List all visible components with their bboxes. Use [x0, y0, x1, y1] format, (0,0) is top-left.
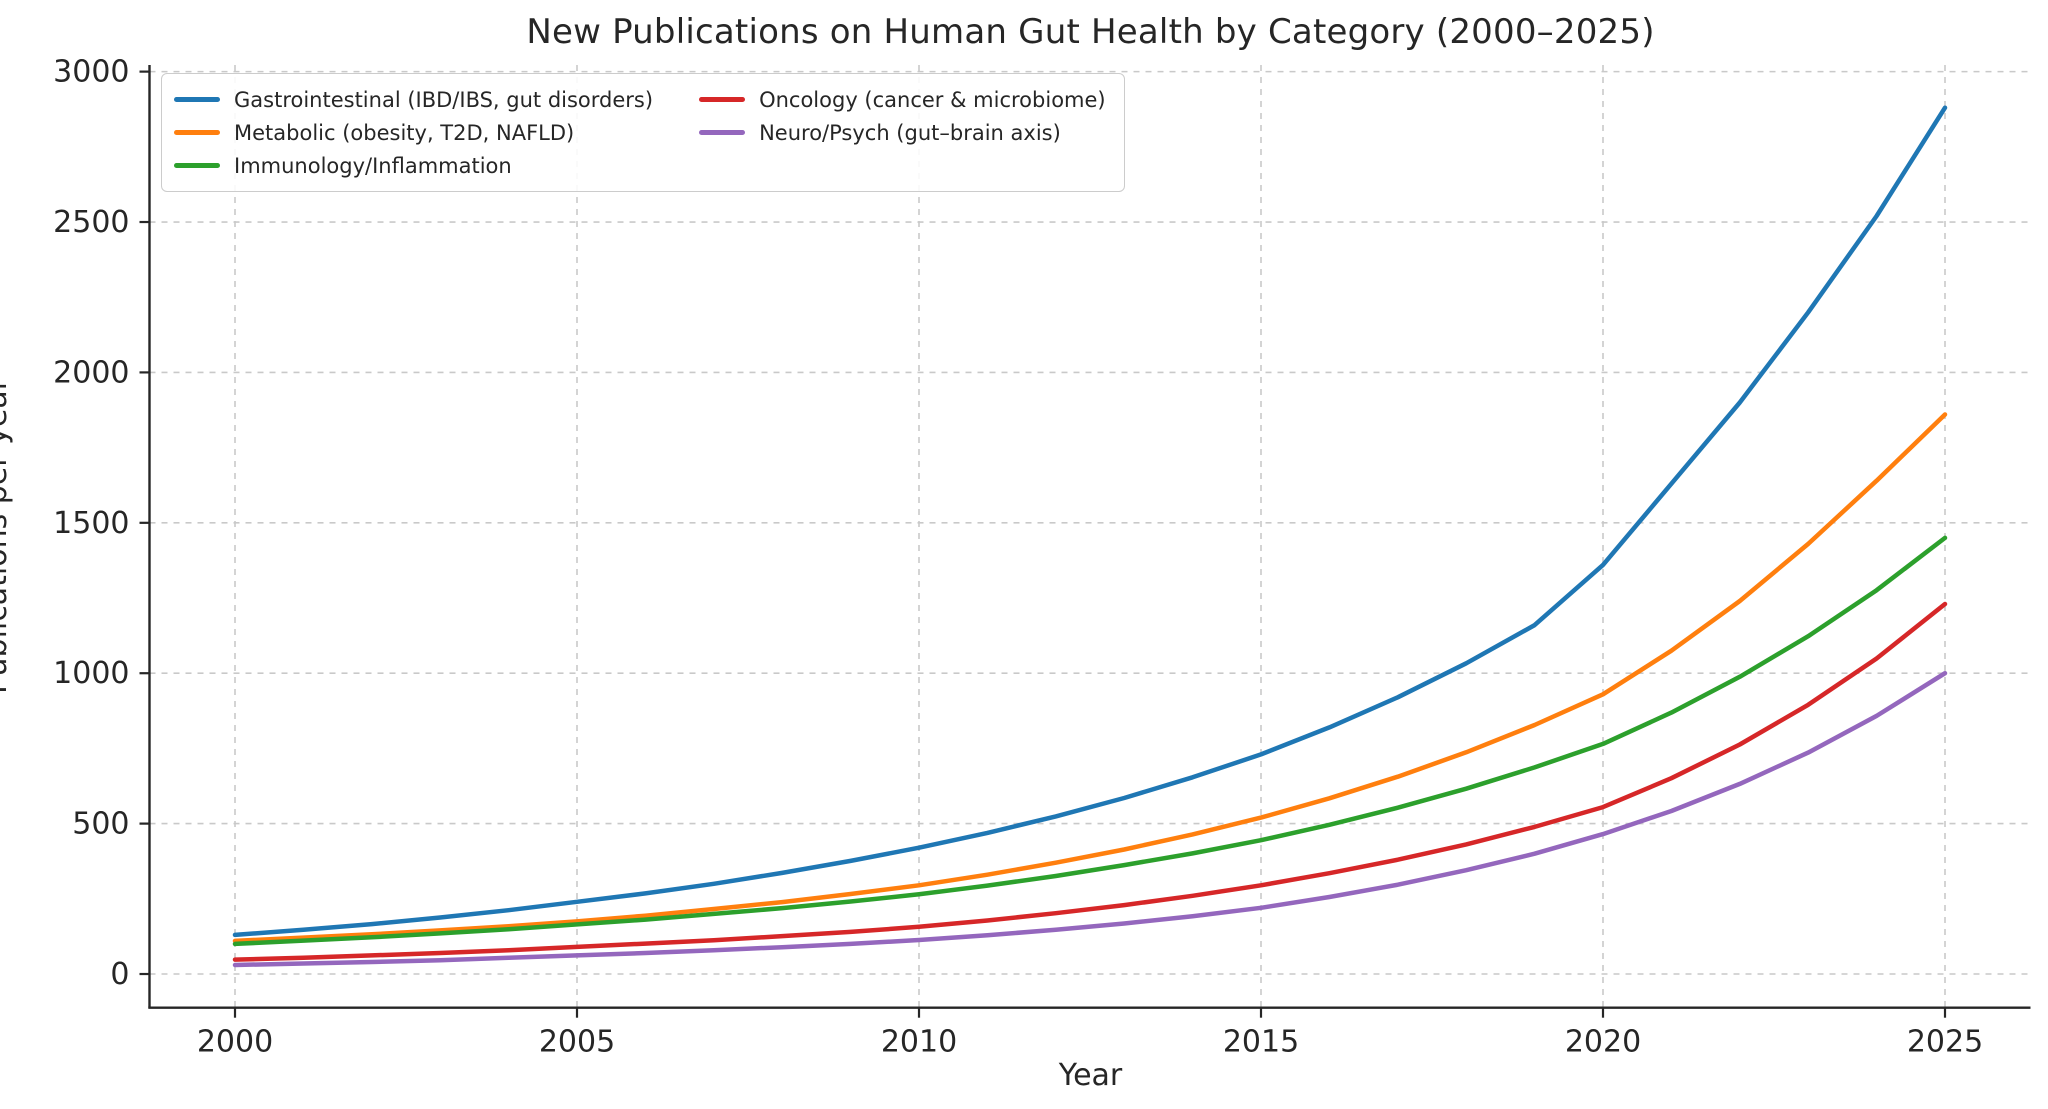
- legend-item-immunology: Immunology/Inflammation: [174, 154, 653, 178]
- series-line-2: [232, 535, 1948, 947]
- legend-swatch-immunology: [174, 163, 220, 168]
- y-tick-label: 1500: [53, 506, 129, 541]
- x-tick-label: 2020: [1565, 1025, 1641, 1060]
- x-tick-label: 2000: [197, 1025, 273, 1060]
- y-tick-label: 1000: [53, 656, 129, 691]
- y-tick-label: 2000: [53, 355, 129, 390]
- legend-item-gastrointestinal: Gastrointestinal (IBD/IBS, gut disorders…: [174, 88, 653, 112]
- legend-label: Gastrointestinal (IBD/IBS, gut disorders…: [234, 87, 654, 112]
- y-tick-label: 500: [72, 807, 129, 842]
- y-axis-title: Publications per year: [0, 377, 14, 695]
- legend-item-neuropsych: Neuro/Psych (gut–brain axis): [699, 121, 1106, 145]
- legend-item-metabolic: Metabolic (obesity, T2D, NAFLD): [174, 121, 653, 145]
- legend-swatch-neuropsych: [699, 130, 746, 135]
- series-line-3: [232, 601, 1948, 962]
- legend-label: Immunology/Inflammation: [234, 153, 512, 178]
- legend-item-oncology: Oncology (cancer & microbiome): [699, 88, 1106, 112]
- legend-label: Neuro/Psych (gut–brain axis): [759, 120, 1061, 145]
- series-line-1: [232, 412, 1948, 944]
- legend-label: Oncology (cancer & microbiome): [759, 87, 1106, 112]
- x-tick-label: 2015: [1223, 1025, 1299, 1060]
- y-tick-label: 3000: [53, 55, 129, 90]
- x-axis-title: Year: [1058, 1058, 1123, 1093]
- series-line-0: [232, 105, 1948, 938]
- chart-title: New Publications on Human Gut Health by …: [526, 12, 1655, 52]
- legend-swatch-metabolic: [174, 130, 220, 135]
- y-tick-label: 0: [110, 957, 129, 992]
- y-tick-label: 2500: [53, 205, 129, 240]
- x-tick-label: 2005: [539, 1025, 615, 1060]
- x-tick-label: 2025: [1907, 1025, 1983, 1060]
- legend: Gastrointestinal (IBD/IBS, gut disorders…: [161, 73, 1125, 192]
- series-line-4: [232, 670, 1948, 968]
- legend-swatch-oncology: [699, 97, 746, 102]
- legend-label: Metabolic (obesity, T2D, NAFLD): [234, 120, 575, 145]
- legend-swatch-gastrointestinal: [174, 97, 220, 102]
- x-tick-label: 2010: [881, 1025, 957, 1060]
